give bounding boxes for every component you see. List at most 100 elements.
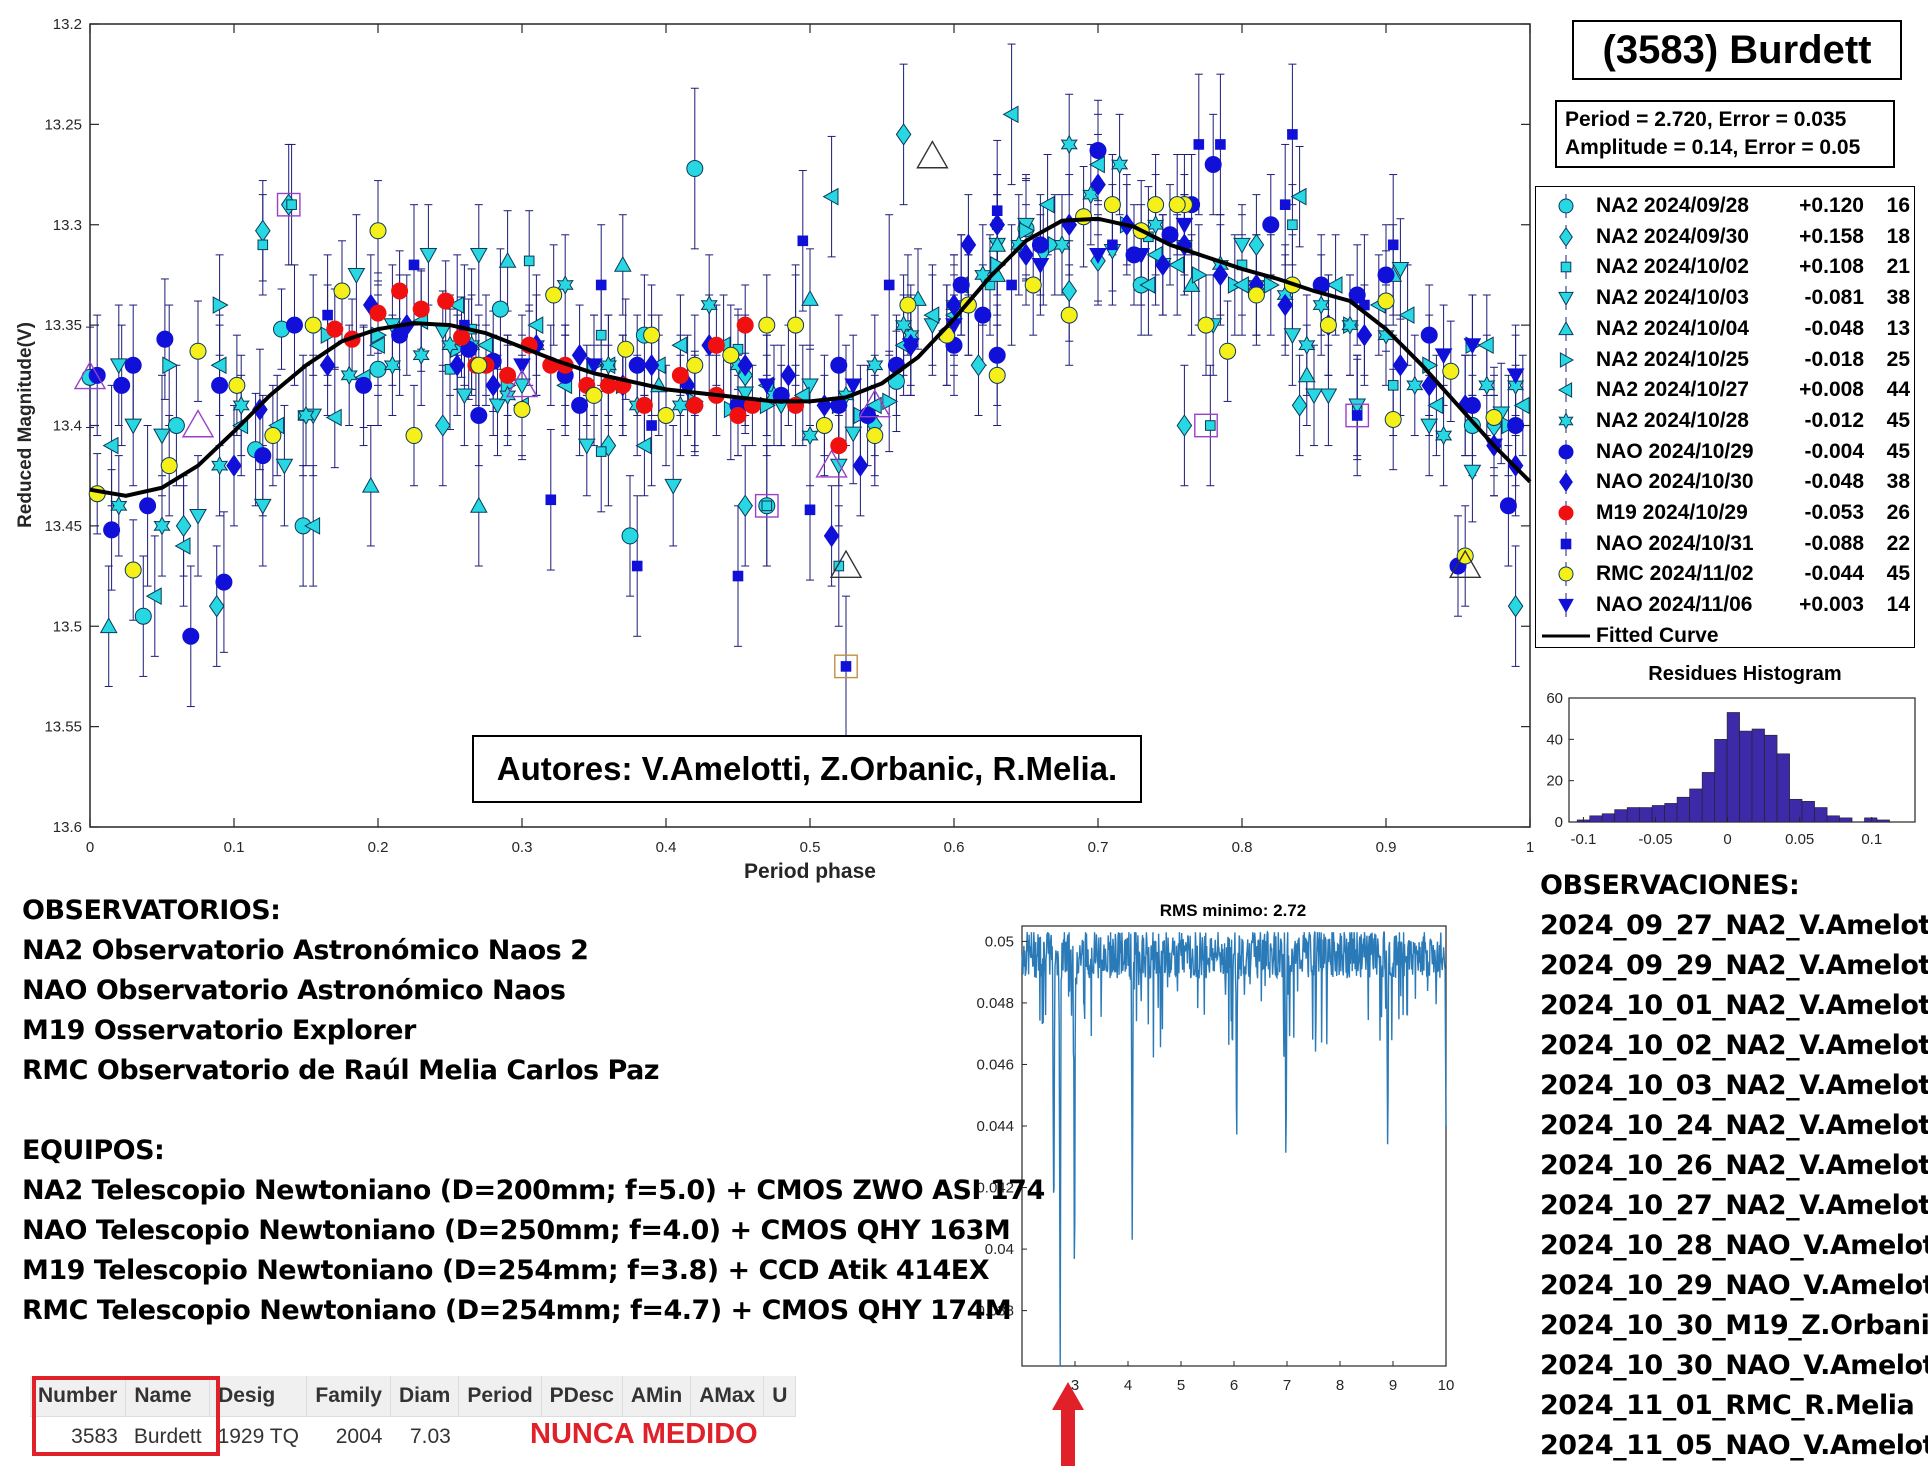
data-point [643,353,660,377]
data-point [1420,418,1439,435]
histogram-bar [1864,817,1878,823]
data-point [228,376,246,394]
data-point [1351,410,1363,421]
data-point [1341,315,1359,336]
x-tick-label: 5 [1177,1377,1185,1394]
observatorio-item: RMC Observatorio de Raúl Melia Carlos Pa… [22,1055,660,1086]
data-point [174,537,191,555]
data-point [1147,196,1165,214]
data-point [1176,233,1193,257]
data-point [1305,388,1323,405]
legend-marker [1559,472,1573,493]
data-point [109,358,128,375]
data-point [895,123,912,146]
y-tick-label: 13.35 [44,317,82,334]
histogram-bar [1801,801,1815,823]
y-tick-label: 13.2 [53,16,82,33]
legend-marker [1558,291,1574,307]
data-point [113,376,131,394]
legend-item: NA2 2024/10/03 -0.081 38 [1536,283,1914,313]
data-point [1319,388,1338,405]
data-point [1391,262,1410,278]
legend-count: 16 [1886,194,1910,217]
data-point [635,436,652,455]
data-point [322,309,333,321]
data-point [523,255,535,267]
data-point [736,386,755,403]
data-point [1061,279,1078,303]
legend-offset: -0.081 [1804,286,1864,310]
observaciones-block: OBSERVACIONES: 2024_09_27_NA2_V.Amelotti… [1540,866,1928,1466]
data-point [988,366,1006,384]
data-point [989,213,1006,237]
x-tick-label: 0.6 [944,839,965,856]
legend-count: 45 [1886,408,1910,432]
data-point [1168,256,1185,274]
data-point [797,235,809,247]
data-point [729,406,747,424]
data-point [991,205,1003,216]
legend-offset: -0.044 [1804,562,1864,586]
data-point [1442,362,1460,380]
data-point [215,573,233,591]
legend-item: NA2 2024/10/27 +0.008 44 [1536,375,1914,405]
lightcurve-chart: 0 0.1 0.2 0.3 0.4 0.5 0.6 0.7 0.8 0.9 1 13.2 13.25 13… [15,16,1534,883]
legend-marker [1558,598,1574,614]
outlier-marker [276,192,301,217]
data-point [488,398,507,415]
legend-marker [1559,226,1573,247]
data-point [304,316,322,334]
legend-marker [1558,505,1574,521]
data-point [804,504,816,516]
data-point [787,316,805,334]
legend-label: NA2 2024/09/30 [1596,224,1749,248]
data-point [1348,286,1366,304]
data-point [419,247,438,264]
x-tick-label: 0 [86,839,94,856]
data-point [1507,594,1524,618]
data-point [736,316,754,334]
table-cell: 7.03 [409,1425,451,1448]
data-point [1263,276,1280,294]
data-point [595,446,607,457]
data-point [405,427,423,445]
legend-symbol [1559,224,1573,249]
data-point [1232,276,1249,294]
data-point [686,356,704,374]
table-header: AMax [690,1376,765,1417]
legend-symbol [1558,194,1574,218]
data-point [355,376,373,394]
legend-label: NA2 2024/10/04 [1596,316,1749,340]
table-header: Number [30,1376,127,1417]
data-point [167,417,185,434]
never-measured-note: NUNCA MEDIDO [530,1418,758,1450]
data-point [210,356,227,375]
data-point [1219,342,1237,360]
data-point [974,306,992,324]
data-point [671,336,688,355]
data-point [1463,338,1482,355]
legend-item: NAO 2024/10/31 -0.088 22 [1536,529,1914,559]
data-point [1277,293,1294,317]
legend-offset: -0.048 [1804,470,1864,494]
data-point [737,353,754,377]
table-header: U [763,1376,797,1417]
data-point [859,406,877,424]
x-tick-label: 0 [1723,831,1731,848]
legend-count: 45 [1886,439,1910,463]
y-tick-label: 13.25 [44,116,82,133]
data-point [895,315,913,336]
lightcurve-y-axis-label: Reduced Magnitude(V) [15,322,36,528]
data-point [780,364,797,387]
data-point [1103,196,1121,214]
data-point [124,561,142,579]
x-tick-label: -0.1 [1570,831,1596,848]
data-point [1075,208,1093,226]
legend-offset: +0.008 [1799,378,1864,402]
x-tick-label: 9 [1389,1377,1397,1394]
data-point [852,454,869,477]
data-point [391,282,409,300]
table-header: AMin [622,1376,692,1417]
y-tick-label: 0.05 [985,933,1014,950]
data-point [434,414,451,437]
